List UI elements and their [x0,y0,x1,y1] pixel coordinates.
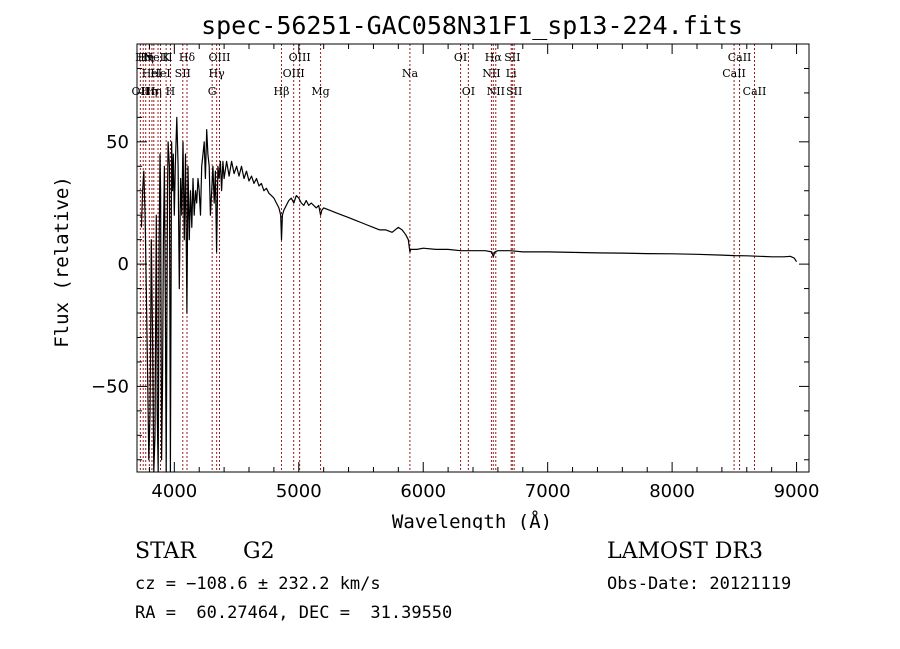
line-label: OIII [283,67,305,80]
line-label: Hδ [179,51,196,64]
line-label: NII [482,67,500,80]
line-label: OI [454,51,467,64]
line-label: CaII [728,51,752,64]
line-labels: OIIHθHηHηHeIHηNeIIIHeIKHSIIHδGHγOIIIHβOI… [132,51,767,98]
line-label: SII [506,85,522,98]
line-label: OIII [208,51,230,64]
line-label: G [208,85,217,98]
line-label: OI [462,85,475,98]
line-label: Hβ [274,85,290,98]
spectrum-line [140,116,798,473]
line-label: Hθ [135,51,152,64]
y-tick-label: 50 [106,132,129,153]
y-axis-label: Flux (relative) [51,176,73,348]
line-label: Na [402,67,419,80]
y-tick-label: 0 [118,254,129,275]
x-tick-label: 9000 [774,481,820,502]
line-label: H [166,85,176,98]
line-label: Hα [485,51,503,64]
line-label: Hη [141,85,157,98]
line-label: Li [506,67,517,80]
line-label: HeI [150,67,170,80]
x-axis-label: Wavelength (Å) [392,510,552,530]
line-markers [139,44,755,472]
line-label: CaII [743,85,767,98]
x-tick-label: 8000 [649,481,695,502]
y-ticks: −50 0 50 [91,67,809,461]
obs-date: Obs-Date: 20121119 [607,574,792,594]
line-label: Mg [311,85,329,98]
line-label: Hη [138,51,154,64]
x-ticks: 4000 5000 6000 7000 8000 9000 [148,44,820,502]
line-label: OIII [289,51,311,64]
coordinates: RA = 60.27464, DEC = 31.39550 [135,603,453,623]
spectrum-chart: spec-56251-GAC058N31F1_sp13-224.fits OII… [51,11,820,530]
line-label: NII [487,85,505,98]
line-label: SII [504,51,520,64]
subclass: G2 [243,539,275,564]
line-label: Hη [146,85,162,98]
plot-frame [136,43,810,473]
x-tick-label: 5000 [276,481,322,502]
x-tick-label: 7000 [525,481,571,502]
x-tick-label: 4000 [151,481,197,502]
line-label: HeI [142,67,162,80]
x-tick-label: 6000 [400,481,446,502]
line-label: SII [175,67,191,80]
line-label: CaII [722,67,746,80]
redshift-value: cz = −108.6 ± 232.2 km/s [135,574,381,594]
line-label: Hγ [209,67,226,80]
line-label: NeIII [143,51,172,64]
object-type: STAR [135,539,196,564]
chart-title: spec-56251-GAC058N31F1_sp13-224.fits [201,11,743,40]
line-label: K [162,51,171,64]
survey-name: LAMOST DR3 [607,539,763,564]
y-tick-label: −50 [91,376,129,397]
line-label: OII [132,85,150,98]
